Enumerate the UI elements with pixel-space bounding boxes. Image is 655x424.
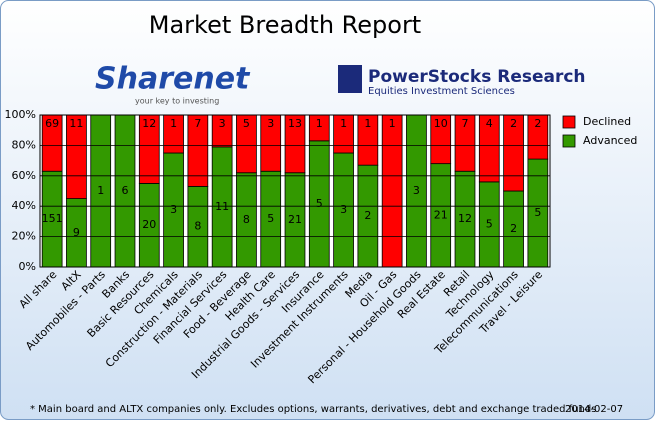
count-label: 7 xyxy=(194,117,201,130)
legend-swatch xyxy=(562,134,576,148)
legend-label: Advanced xyxy=(583,134,637,147)
count-label: 20 xyxy=(142,218,156,231)
powerstocks-logo: PowerStocks Research xyxy=(368,67,586,87)
sharenet-logo: Sharenet xyxy=(95,62,251,97)
bar xyxy=(381,114,403,268)
count-label: 5 xyxy=(534,206,541,219)
count-label: 3 xyxy=(219,117,226,130)
count-label: 11 xyxy=(69,117,83,130)
y-tick-label: 60% xyxy=(12,169,36,182)
count-label: 3 xyxy=(170,203,177,216)
count-label: 1 xyxy=(316,117,323,130)
powerstocks-tagline: Equities Investment Sciences xyxy=(368,86,515,97)
count-label: 1 xyxy=(340,117,347,130)
chart-title: Market Breadth Report xyxy=(149,11,421,39)
count-label: 1 xyxy=(364,117,371,130)
count-label: 8 xyxy=(194,220,201,233)
sharenet-tagline: your key to investing xyxy=(135,97,219,106)
count-label: 1 xyxy=(389,117,396,130)
count-label: 6 xyxy=(122,184,129,197)
count-label: 21 xyxy=(434,208,448,221)
count-label: 4 xyxy=(486,117,493,130)
y-tick-label: 20% xyxy=(12,230,36,243)
count-label: 3 xyxy=(267,117,274,130)
count-label: 7 xyxy=(462,117,469,130)
date: 2014-02-07 xyxy=(565,404,623,415)
count-label: 1 xyxy=(170,117,177,130)
count-label: 3 xyxy=(413,184,420,197)
count-label: 5 xyxy=(267,212,274,225)
y-tick-label: 100% xyxy=(5,108,36,121)
count-label: 2 xyxy=(510,117,517,130)
knight-icon xyxy=(338,65,362,93)
count-label: 5 xyxy=(486,217,493,230)
count-label: 12 xyxy=(142,117,156,130)
count-label: 151 xyxy=(42,212,63,225)
count-label: 69 xyxy=(45,117,59,130)
legend-swatch xyxy=(562,115,576,129)
count-label: 2 xyxy=(534,117,541,130)
count-label: 21 xyxy=(288,213,302,226)
count-label: 2 xyxy=(510,222,517,235)
count-label: 1 xyxy=(97,184,104,197)
y-tick-label: 80% xyxy=(12,138,36,151)
legend-label: Declined xyxy=(583,115,631,128)
y-tick-label: 40% xyxy=(12,199,36,212)
count-label: 8 xyxy=(243,213,250,226)
count-label: 10 xyxy=(434,117,448,130)
y-tick-label: 0% xyxy=(19,260,36,273)
count-label: 9 xyxy=(73,226,80,239)
count-label: 13 xyxy=(288,117,302,130)
count-label: 2 xyxy=(364,209,371,222)
count-label: 12 xyxy=(458,212,472,225)
footnote: * Main board and ALTX companies only. Ex… xyxy=(30,404,596,415)
count-label: 5 xyxy=(316,197,323,210)
plot-border xyxy=(39,114,551,268)
count-label: 5 xyxy=(243,117,250,130)
count-label: 3 xyxy=(340,203,347,216)
